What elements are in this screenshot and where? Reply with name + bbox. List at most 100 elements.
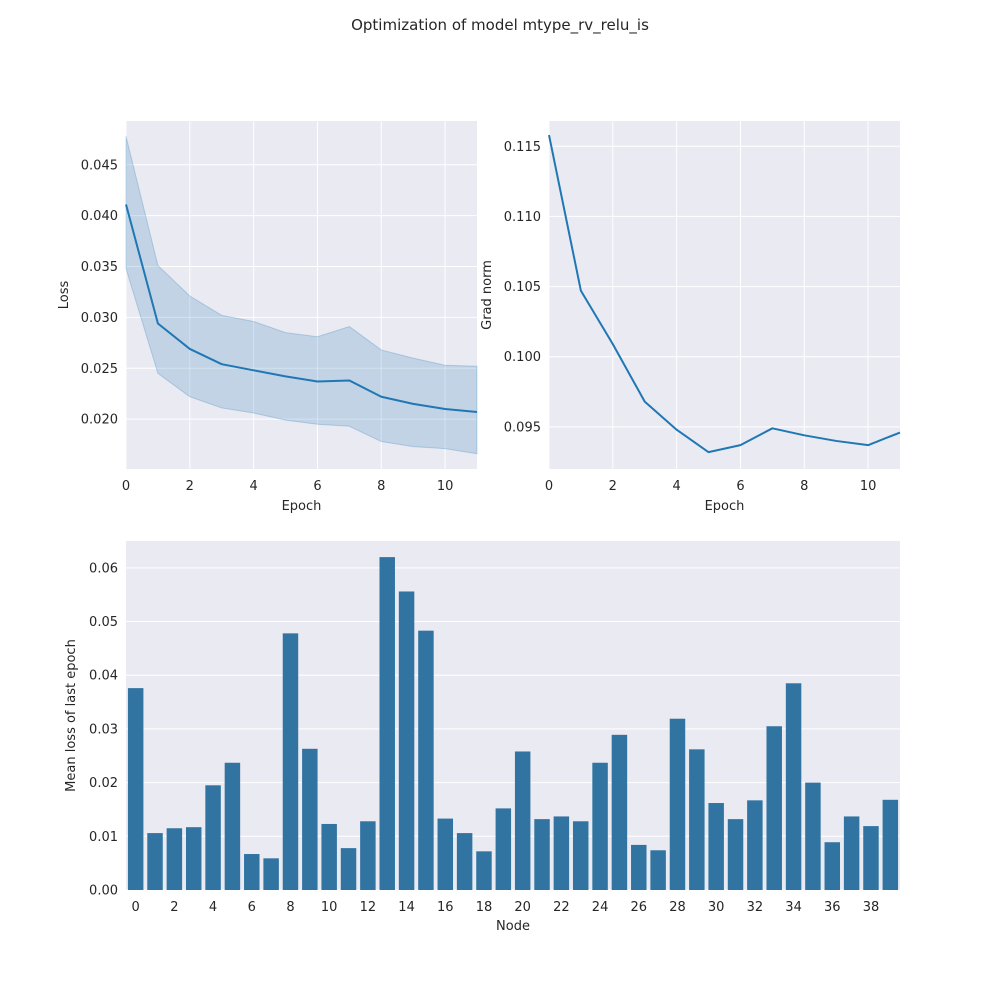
x-tick-label: 0 [545,479,553,494]
y-tick-label: 0.04 [89,669,118,684]
series-line [125,204,478,414]
confidence-band [125,136,478,455]
x-tick-label: 6 [313,479,321,494]
bar [282,633,299,890]
bar [650,850,666,890]
data-point [867,444,869,446]
data-point [580,290,582,292]
data-point [380,396,382,398]
x-tick-label: 4 [672,479,680,494]
x-tick-label: 8 [286,900,294,915]
x-tick-label: 2 [186,479,194,494]
data-point [157,322,159,324]
line-panel-1: 0 2 4 6 8 10 0.020 0.025 0.030 0.035 0.040 0.045 Epo… [57,121,478,514]
x-tick-label: 6 [736,479,744,494]
data-point [285,375,287,377]
y-tick-label: 0.020 [81,413,118,428]
x-axis-label: Epoch [705,499,745,514]
x-tick-label: 16 [437,900,454,915]
plot-background [126,121,477,469]
bar [340,848,357,890]
y-tick-label: 0.06 [89,561,118,576]
x-tick-label: 4 [249,479,257,494]
y-tick-label: 0.01 [89,830,118,845]
plot-background [126,541,900,890]
bar [572,821,589,890]
bar [302,748,318,890]
data-point [899,432,901,434]
bar [843,816,860,890]
y-tick-label: 0.105 [504,280,541,295]
bar [185,827,202,890]
y-axis-label: Loss [57,281,72,310]
bar-panel: 0.000.010.020.030.040.050.060 2 4 6 8 10 12 14 1… [64,541,900,934]
y-tick-label: 0.040 [81,209,118,224]
bar [766,726,782,890]
x-tick-label: 0 [122,479,130,494]
bar [437,818,454,890]
bar [379,557,395,890]
x-tick-label: 10 [321,900,338,915]
bar [631,844,647,890]
series-line [548,134,901,454]
bar [147,833,163,890]
data-point [708,451,710,453]
bar [553,816,570,890]
bar [824,842,841,890]
bar [263,858,279,890]
data-point [221,363,223,365]
bar [805,782,821,890]
bar [669,718,686,890]
x-tick-label: 36 [824,900,841,915]
data-point [444,408,446,410]
x-tick-label: 20 [514,900,531,915]
y-tick-label: 0.035 [81,260,118,275]
x-axis-label: Epoch [282,499,322,514]
bar [592,762,608,890]
x-tick-label: 4 [209,900,217,915]
y-axis-label: Grad norm [480,260,495,330]
bar [747,800,763,890]
y-tick-label: 0.100 [504,350,541,365]
bar [689,749,705,890]
bar [785,683,802,890]
y-axis-label: Mean loss of last epoch [64,639,79,792]
x-tick-label: 2 [170,900,178,915]
x-tick-label: 18 [476,900,493,915]
data-point [125,203,127,205]
bar [476,851,492,890]
x-tick-label: 28 [669,900,686,915]
bar [244,854,260,890]
y-tick-label: 0.05 [89,615,118,630]
x-tick-label: 12 [360,900,377,915]
data-point [348,379,350,381]
bar [514,751,531,890]
data-point [612,343,614,345]
data-point [548,134,550,136]
x-tick-label: 2 [609,479,617,494]
bar [166,828,183,890]
data-point [189,348,191,350]
bar [863,826,879,890]
y-tick-label: 0.03 [89,722,118,737]
x-tick-label: 8 [800,479,808,494]
bar [611,734,628,890]
bar [456,833,473,890]
y-tick-label: 0.025 [81,362,118,377]
data-point [412,403,414,405]
x-tick-label: 22 [553,900,570,915]
y-tick-label: 0.02 [89,776,118,791]
bar [708,803,724,890]
bar [127,688,144,890]
bar [224,762,241,890]
bar [418,630,434,890]
data-point [316,380,318,382]
x-tick-label: 38 [863,900,880,915]
x-tick-label: 6 [248,900,256,915]
y-tick-label: 0.110 [504,210,541,225]
plot-background [549,121,900,469]
bar [360,821,376,890]
y-tick-label: 0.030 [81,311,118,326]
